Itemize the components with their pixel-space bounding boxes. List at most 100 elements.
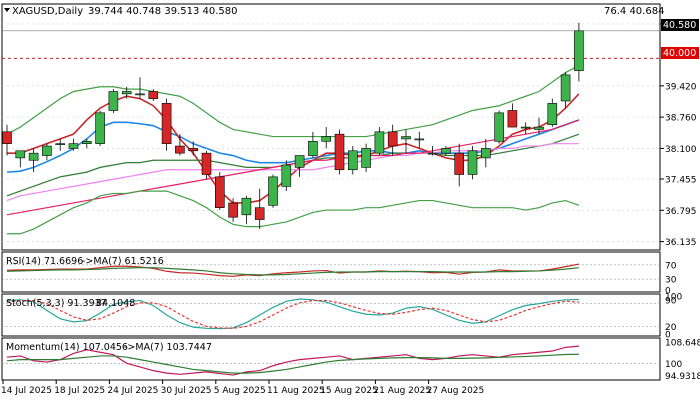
rsi-panel-frame	[1, 251, 661, 293]
candle-body	[401, 136, 411, 140]
rsi-label: RSI(14) 71.6696	[6, 256, 83, 267]
time-tick-label: 30 Jul 2025	[161, 386, 212, 396]
candle-body	[547, 103, 558, 126]
indicator-tick-label: 30	[665, 276, 677, 286]
overlay-line-2	[6, 133, 580, 197]
candle-body	[201, 152, 212, 175]
price-tick-label: 36.135	[665, 238, 697, 248]
candle-body	[441, 148, 451, 154]
main-panel-frame	[1, 3, 661, 251]
candle-body	[534, 126, 544, 130]
candle-body	[15, 150, 26, 159]
current-price-label: 40.580	[663, 20, 696, 31]
symbol-label: XAGUSD,Daily	[12, 6, 83, 17]
indicator-tick-label: 70	[665, 261, 677, 271]
candle-body	[188, 148, 198, 152]
indicator-line-2-0	[6, 345, 579, 376]
candle-body	[254, 207, 265, 220]
candle-body	[135, 93, 145, 96]
candle-body	[467, 150, 478, 175]
collapse-triangle-icon[interactable]	[4, 8, 10, 12]
candle-body	[28, 152, 39, 161]
candle-body	[2, 131, 12, 144]
candle-body	[268, 176, 278, 206]
level-price-tag	[661, 47, 699, 59]
price-axis: 40.72539.42038.76038.10037.45536.79536.1…	[660, 20, 700, 382]
indicator-tick-label: 100	[665, 293, 682, 303]
stoch-panel-frame	[1, 293, 661, 337]
candle-body	[175, 145, 185, 154]
candle-body	[228, 202, 238, 218]
time-tick-label: 5 Aug 2025	[214, 386, 266, 396]
candle-body	[321, 136, 332, 142]
candle-body	[148, 91, 159, 99]
candle-body	[414, 138, 425, 141]
right-info-readout: 76.4 40.684	[604, 6, 664, 17]
rsi-ma-label: ->MA(7) 61.5216	[82, 256, 164, 267]
momentum-panel-frame	[1, 337, 661, 381]
overlay-line-4	[6, 119, 580, 216]
momentum-label: Momentum(14) 107.0456	[6, 342, 128, 353]
time-tick-label: 15 Aug 2025	[320, 386, 378, 396]
level-layer	[2, 30, 660, 59]
price-tick-label: 39.420	[665, 82, 697, 92]
candle-body	[454, 152, 465, 175]
time-axis: 14 Jul 2025 18 Jul 2025 24 Jul 2025 30 Jul …	[1, 380, 484, 396]
time-tick-label: 24 Jul 2025	[107, 386, 158, 396]
indicator-tick-label: 100	[665, 360, 682, 370]
time-tick-label: 18 Jul 2025	[54, 386, 105, 396]
price-tick-label: 38.100	[665, 145, 697, 155]
candle-body	[68, 143, 79, 149]
candle-body	[334, 133, 345, 171]
candle-body	[215, 176, 225, 208]
candle-body	[480, 148, 491, 159]
candle-body	[574, 30, 584, 71]
indicator-lines	[6, 64, 580, 235]
price-tick-label: 38.760	[665, 114, 697, 124]
candle-body	[520, 126, 531, 129]
current-price-tag	[661, 19, 699, 31]
stoch-signal-label: 84.1048	[96, 298, 135, 309]
indicator-tick-label: 20	[665, 323, 677, 333]
candle-body	[347, 150, 358, 171]
candles	[2, 22, 584, 230]
candle-body	[108, 91, 119, 111]
indicator-tick-label: 94.9318	[665, 372, 700, 382]
indicator-tick-label: 0	[665, 287, 671, 297]
overlay-line-3	[6, 143, 579, 202]
indicator-tick-label: 0	[665, 331, 671, 341]
candle-body	[241, 197, 252, 216]
candle-body	[82, 140, 92, 144]
stoch-label: Stoch(5,3,3) 91.3937	[6, 298, 107, 309]
candle-body	[42, 145, 52, 156]
indicator-line-2-1	[6, 353, 579, 374]
momentum-ma-label: ->MA(7) 103.7447	[124, 342, 212, 353]
candle-body	[361, 148, 371, 168]
overlay-line-6	[7, 190, 580, 235]
candle-body	[494, 112, 504, 142]
candle-body	[387, 131, 398, 147]
indicator-line-1-0	[6, 298, 579, 330]
candle-body	[281, 164, 292, 187]
subpanel-lines	[2, 263, 660, 376]
candle-body	[55, 143, 66, 145]
candle-body	[294, 155, 305, 168]
level-price-label: 40.000	[663, 48, 696, 59]
candle-body	[308, 140, 318, 156]
time-tick-label: 21 Aug 2025	[373, 386, 431, 396]
price-tick-label: 36.795	[665, 207, 697, 217]
candle-body	[161, 103, 172, 144]
time-tick-label: 27 Aug 2025	[427, 386, 485, 396]
overlay-line-5	[6, 64, 580, 138]
candle-body	[374, 131, 385, 154]
candle-body	[560, 74, 571, 102]
ohlc-readout: 39.744 40.748 39.513 40.580	[88, 6, 238, 17]
time-tick-label: 14 Jul 2025	[1, 386, 52, 396]
time-tick-label: 11 Aug 2025	[267, 386, 325, 396]
candle-body	[121, 91, 132, 95]
indicator-tick-label: 108.6482	[665, 339, 700, 349]
indicator-line-0-1	[6, 267, 579, 276]
candle-body	[427, 152, 438, 155]
